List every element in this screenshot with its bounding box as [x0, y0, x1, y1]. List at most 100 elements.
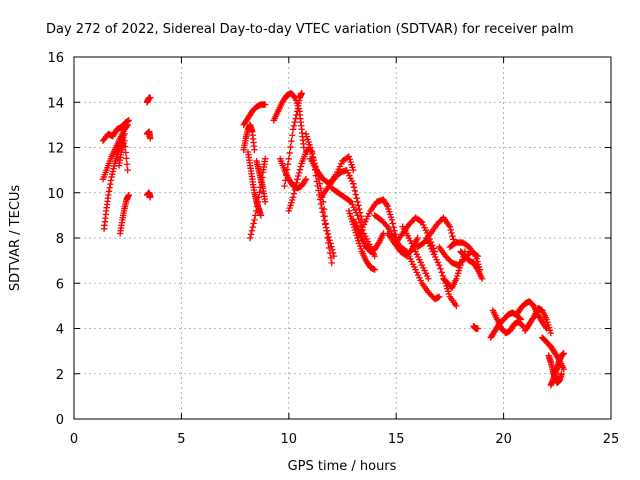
data-point — [288, 137, 295, 145]
data-point — [329, 249, 337, 257]
data-point — [124, 121, 131, 129]
data-point — [558, 370, 565, 377]
x-tick-label: 20 — [495, 432, 512, 447]
data-point — [354, 198, 361, 205]
y-tick-label: 0 — [56, 413, 64, 428]
data-point — [125, 191, 132, 199]
data-marks — [99, 90, 567, 389]
data-point — [147, 194, 154, 201]
y-tick-label: 8 — [56, 232, 64, 247]
chart-title: Day 272 of 2022, Sidereal Day-to-day VTE… — [46, 22, 574, 37]
data-point — [291, 186, 299, 194]
data-point — [330, 252, 338, 260]
data-point — [319, 209, 326, 216]
x-tick-label: 5 — [177, 432, 185, 447]
data-point — [313, 178, 320, 185]
data-point — [251, 216, 258, 224]
data-point — [261, 198, 269, 205]
data-point — [328, 259, 335, 267]
data-point — [560, 350, 567, 357]
data-point — [289, 194, 297, 201]
data-point — [383, 201, 390, 209]
data-point — [289, 132, 296, 139]
data-point — [425, 275, 432, 282]
data-point — [448, 229, 455, 237]
data-point — [293, 111, 300, 119]
data-point — [350, 184, 358, 191]
data-point — [352, 191, 360, 198]
data-point — [311, 166, 319, 173]
y-tick-label: 2 — [56, 368, 64, 383]
y-tick-label: 4 — [56, 323, 64, 338]
data-point — [438, 269, 445, 276]
data-point — [294, 175, 301, 183]
data-point — [351, 187, 359, 195]
x-tick-label: 25 — [603, 432, 620, 447]
data-point — [417, 218, 424, 225]
data-point — [307, 144, 314, 151]
data-point — [315, 187, 322, 194]
data-point — [320, 213, 327, 220]
data-point — [326, 237, 333, 244]
data-point — [312, 172, 320, 179]
data-point — [261, 101, 269, 108]
data-point — [121, 130, 128, 138]
data-point — [295, 172, 302, 180]
data-point — [350, 180, 357, 187]
data-point — [414, 234, 421, 242]
data-point — [249, 223, 256, 231]
data-point — [389, 220, 396, 227]
data-point — [371, 252, 378, 260]
data-point — [301, 177, 309, 184]
y-tick-label: 10 — [47, 187, 64, 202]
x-tick-label: 0 — [70, 432, 78, 447]
data-point — [296, 166, 304, 173]
data-point — [256, 189, 263, 196]
data-point — [478, 275, 486, 282]
data-point — [250, 220, 257, 227]
data-point — [390, 223, 397, 231]
y-tick-label: 12 — [47, 142, 64, 157]
x-axis-label: GPS time / hours — [288, 459, 397, 474]
data-point — [310, 160, 318, 167]
data-point — [286, 149, 293, 157]
data-point — [323, 227, 331, 234]
data-point — [327, 240, 334, 247]
data-point — [300, 144, 308, 151]
data-point — [355, 202, 362, 209]
data-point — [285, 155, 292, 163]
data-point — [354, 212, 361, 219]
data-point — [328, 243, 335, 250]
data-point — [518, 322, 526, 329]
data-point — [446, 223, 454, 230]
data-point — [371, 266, 378, 273]
data-point — [291, 93, 298, 101]
data-point — [447, 226, 454, 234]
data-point — [292, 183, 299, 190]
data-point — [435, 293, 443, 301]
data-point — [121, 143, 129, 150]
data-point — [291, 118, 299, 126]
data-point — [322, 221, 329, 228]
data-point — [356, 205, 363, 213]
data-point — [474, 325, 482, 332]
grid — [74, 57, 611, 419]
data-point — [322, 224, 330, 231]
y-axis-label: SDTVAR / TECUs — [8, 185, 23, 292]
data-point — [123, 155, 130, 162]
data-point — [284, 161, 292, 168]
x-tick-label: 10 — [281, 432, 298, 447]
data-point — [355, 215, 363, 223]
data-point — [317, 200, 325, 208]
data-point — [388, 216, 396, 224]
data-point — [318, 204, 326, 212]
data-point — [289, 126, 297, 133]
data-point — [307, 147, 315, 154]
data-point — [255, 194, 262, 201]
data-point — [302, 175, 310, 183]
axis-ticks: 0 5 10 15 20 25 0 2 4 6 8 10 12 14 16 — [47, 51, 619, 447]
data-point — [125, 117, 132, 124]
data-point — [246, 234, 254, 242]
data-point — [248, 227, 256, 234]
